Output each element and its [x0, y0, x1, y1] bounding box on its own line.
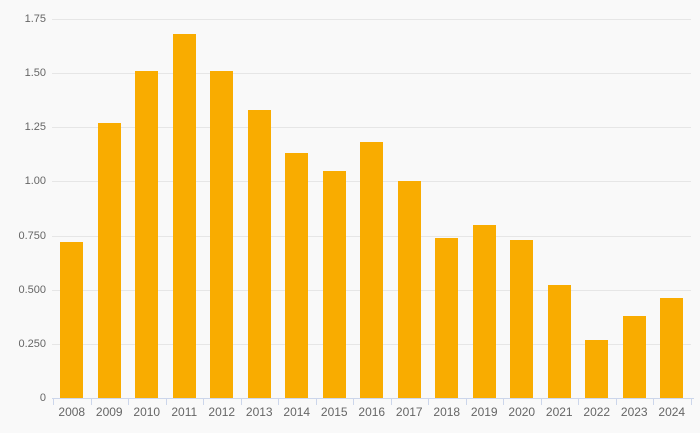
bar-2017[interactable]	[397, 181, 421, 398]
x-axis-label-2020: 2020	[508, 405, 536, 419]
y-axis-label: 0.250	[18, 337, 46, 350]
x-axis-label-2009: 2009	[95, 405, 123, 419]
x-axis-label-2014: 2014	[283, 405, 311, 419]
bar-2020[interactable]	[510, 240, 534, 398]
y-axis-label: 0.500	[18, 283, 46, 296]
x-axis-tick	[578, 399, 579, 405]
x-axis-tick	[90, 399, 92, 405]
bar-2014[interactable]	[285, 153, 309, 398]
bar-2009[interactable]	[97, 123, 121, 398]
x-axis-label-2010: 2010	[133, 405, 161, 419]
x-axis-tick	[128, 399, 129, 405]
x-axis-tick	[203, 399, 204, 405]
bar-2018[interactable]	[435, 238, 459, 398]
x-axis-label-2015: 2015	[320, 405, 348, 419]
x-axis-tick	[53, 399, 54, 405]
gridline	[52, 19, 691, 20]
x-axis-line	[52, 398, 694, 399]
y-axis-label: 0.750	[18, 229, 46, 242]
bar-2010[interactable]	[135, 71, 159, 398]
y-axis-label: 1.50	[24, 67, 46, 80]
bar-2023[interactable]	[622, 316, 646, 398]
x-axis-label-2018: 2018	[433, 405, 461, 419]
bar-2012[interactable]	[210, 71, 234, 398]
x-axis-tick	[240, 399, 242, 405]
x-axis-label-2024: 2024	[658, 405, 686, 419]
x-axis-tick	[653, 399, 654, 405]
x-axis-tick	[315, 399, 317, 405]
y-axis-label: 1.75	[24, 13, 46, 25]
x-axis-tick	[503, 399, 504, 405]
x-axis-label-2008: 2008	[58, 405, 86, 419]
gridline	[52, 73, 691, 75]
x-axis-label-2013: 2013	[245, 405, 273, 419]
x-axis-label-2011: 2011	[171, 405, 198, 419]
y-axis-label: 1.25	[24, 121, 46, 134]
x-axis-tick	[353, 399, 354, 405]
x-axis-tick	[465, 399, 467, 405]
bar-2019[interactable]	[472, 225, 496, 398]
bar-2016[interactable]	[360, 142, 384, 398]
x-axis-tick	[615, 399, 617, 405]
x-axis-tick	[165, 399, 167, 405]
x-axis-label-2017: 2017	[395, 405, 423, 419]
x-axis-label-2016: 2016	[358, 405, 386, 419]
x-axis-label-2019: 2019	[470, 405, 498, 419]
gridline	[52, 127, 691, 129]
x-axis-tick	[278, 399, 279, 405]
bar-2008[interactable]	[60, 242, 84, 398]
x-axis-tick	[428, 399, 429, 405]
x-axis-label-2012: 2012	[208, 405, 236, 419]
bar-2011[interactable]	[172, 34, 196, 398]
bar-2021[interactable]	[547, 285, 571, 398]
bar-2024[interactable]	[660, 298, 684, 398]
x-axis-label-2023: 2023	[620, 405, 648, 419]
x-axis-tick	[540, 399, 542, 405]
bar-2015[interactable]	[322, 171, 346, 398]
bar-2013[interactable]	[247, 110, 271, 398]
x-axis-label-2021: 2021	[545, 405, 573, 419]
x-axis-tick	[690, 399, 692, 405]
x-axis-label-2022: 2022	[583, 405, 611, 419]
y-axis-label: 0	[39, 392, 46, 404]
bar-2022[interactable]	[585, 340, 609, 398]
x-axis-tick	[390, 399, 392, 405]
y-axis-label: 1.00	[24, 175, 46, 188]
